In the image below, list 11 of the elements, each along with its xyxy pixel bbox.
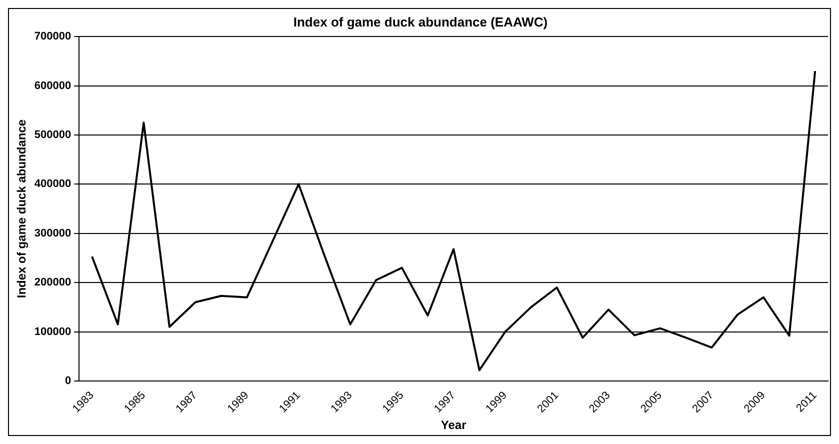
y-tick-label: 100000: [34, 326, 72, 338]
y-tick-label: 700000: [34, 30, 72, 43]
y-axis-title: Index of game duck abundance: [14, 119, 29, 298]
chart-title: Index of game duck abundance (EAAWC): [293, 14, 548, 30]
y-tick-label: 200000: [34, 276, 72, 289]
x-axis-title: Year: [440, 418, 467, 432]
y-tick-label: 600000: [34, 80, 72, 92]
y-tick-label: 0: [64, 374, 72, 387]
y-tick-label: 400000: [34, 178, 72, 190]
y-tick-label: 500000: [34, 129, 72, 142]
y-tick-label: 300000: [34, 227, 72, 240]
